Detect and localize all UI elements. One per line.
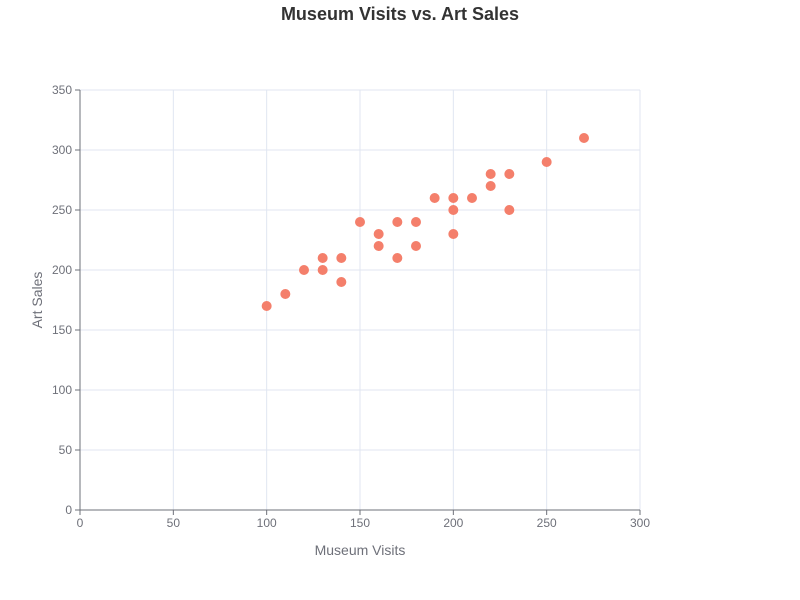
scatter-point	[392, 253, 403, 263]
y-tick-label: 50	[59, 443, 73, 457]
y-axis-title: Art Sales	[29, 272, 45, 329]
scatter-point	[448, 193, 459, 203]
scatter-point	[448, 205, 459, 215]
scatter-point	[280, 289, 291, 299]
x-tick-label: 50	[167, 516, 181, 530]
scatter-point	[541, 157, 552, 167]
scatter-point	[299, 265, 309, 275]
y-tick-label: 350	[52, 83, 72, 97]
scatter-point	[336, 277, 347, 287]
y-tick-label: 0	[65, 503, 72, 517]
x-axis-ticks: 0 50 100 150 200 250 300	[77, 510, 650, 530]
y-tick-label: 150	[52, 323, 72, 337]
scatter-point	[392, 217, 403, 227]
vertical-gridlines	[172, 90, 641, 510]
scatter-point	[317, 265, 328, 275]
data-points	[261, 133, 589, 311]
chart-title: Museum Visits vs. Art Sales	[281, 4, 519, 24]
scatter-point	[261, 301, 272, 311]
scatter-point	[504, 169, 515, 179]
scatter-point	[448, 229, 459, 239]
y-tick-label: 100	[52, 383, 72, 397]
scatter-point	[467, 193, 477, 203]
x-tick-label: 100	[257, 516, 277, 530]
y-tick-label: 200	[52, 263, 72, 277]
x-tick-label: 0	[77, 516, 84, 530]
scatter-point	[411, 217, 421, 227]
x-axis-title: Museum Visits	[315, 542, 406, 558]
scatter-point	[317, 253, 328, 263]
y-axis-ticks: 0 50 100 150 200 250 300 350	[52, 83, 80, 517]
horizontal-gridlines	[80, 89, 640, 451]
x-tick-label: 300	[630, 516, 650, 530]
x-tick-label: 200	[443, 516, 463, 530]
x-tick-label: 250	[537, 516, 557, 530]
scatter-point	[336, 253, 347, 263]
y-tick-label: 250	[52, 203, 72, 217]
scatter-point	[373, 229, 384, 239]
scatter-point	[429, 193, 440, 203]
scatter-point	[485, 169, 496, 179]
scatter-point	[579, 133, 589, 143]
x-tick-label: 150	[350, 516, 370, 530]
scatter-point	[485, 181, 496, 191]
scatter-point	[411, 241, 421, 251]
scatter-point	[504, 205, 515, 215]
scatter-point	[355, 217, 365, 227]
y-tick-label: 300	[52, 143, 72, 157]
scatter-point	[373, 241, 384, 251]
